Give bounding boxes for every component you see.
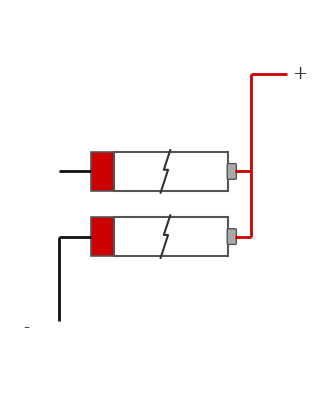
FancyBboxPatch shape <box>227 229 236 244</box>
FancyBboxPatch shape <box>227 164 236 179</box>
FancyBboxPatch shape <box>114 217 228 256</box>
FancyBboxPatch shape <box>114 152 228 191</box>
Text: -: - <box>23 319 29 337</box>
FancyBboxPatch shape <box>91 217 114 256</box>
Text: +: + <box>292 64 307 82</box>
FancyBboxPatch shape <box>91 152 114 191</box>
